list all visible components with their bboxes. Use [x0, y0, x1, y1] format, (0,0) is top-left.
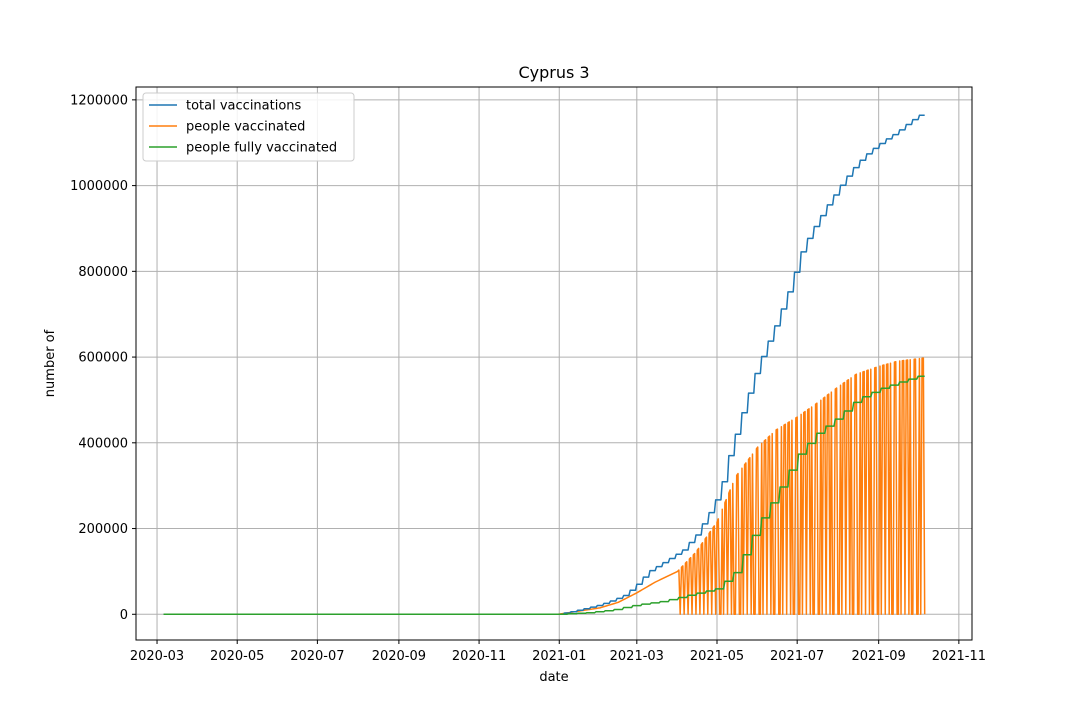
- x-tick-label: 2021-07: [770, 649, 824, 664]
- x-axis-label: date: [539, 670, 568, 685]
- series-layer: [163, 114, 926, 616]
- x-tick-label: 2020-03: [130, 649, 184, 664]
- legend-label: total vaccinations: [186, 99, 302, 114]
- legend-label: people fully vaccinated: [186, 141, 337, 156]
- x-tick-label: 2021-01: [532, 649, 586, 664]
- legend-box: [142, 92, 355, 162]
- y-tick-label: 1000000: [70, 179, 128, 194]
- x-tick-label: 2021-03: [610, 649, 664, 664]
- series-line-1: [163, 357, 926, 616]
- x-tick-label: 2020-05: [210, 649, 264, 664]
- x-tick-label: 2020-09: [372, 649, 426, 664]
- x-tick-label: 2021-05: [690, 649, 744, 664]
- x-tick-label: 2021-11: [932, 649, 986, 664]
- y-tick-label: 800000: [78, 265, 128, 280]
- y-tick-label: 0: [120, 608, 128, 623]
- chart-title: Cyprus 3: [518, 63, 589, 82]
- series-line-2: [163, 375, 925, 616]
- y-axis-label: number of: [43, 329, 58, 397]
- x-tick-label: 2021-09: [852, 649, 906, 664]
- x-axis: 2020-03 2020-05 2020-07 2020-09 2020-11 2021-…: [130, 640, 986, 664]
- y-tick-label: 1200000: [70, 93, 128, 108]
- y-axis: 0 200000 400000 600000 800000 1000000 1200000: [70, 93, 136, 623]
- x-tick-label: 2020-07: [290, 649, 344, 664]
- plot-frame: [135, 86, 973, 641]
- x-tick-label: 2020-11: [452, 649, 506, 664]
- y-tick-label: 400000: [78, 436, 128, 451]
- y-tick-label: 200000: [78, 522, 128, 537]
- y-tick-label: 600000: [78, 351, 128, 366]
- legend-label: people vaccinated: [186, 120, 305, 135]
- legend: total vaccinations people vaccinated peopl…: [142, 92, 355, 162]
